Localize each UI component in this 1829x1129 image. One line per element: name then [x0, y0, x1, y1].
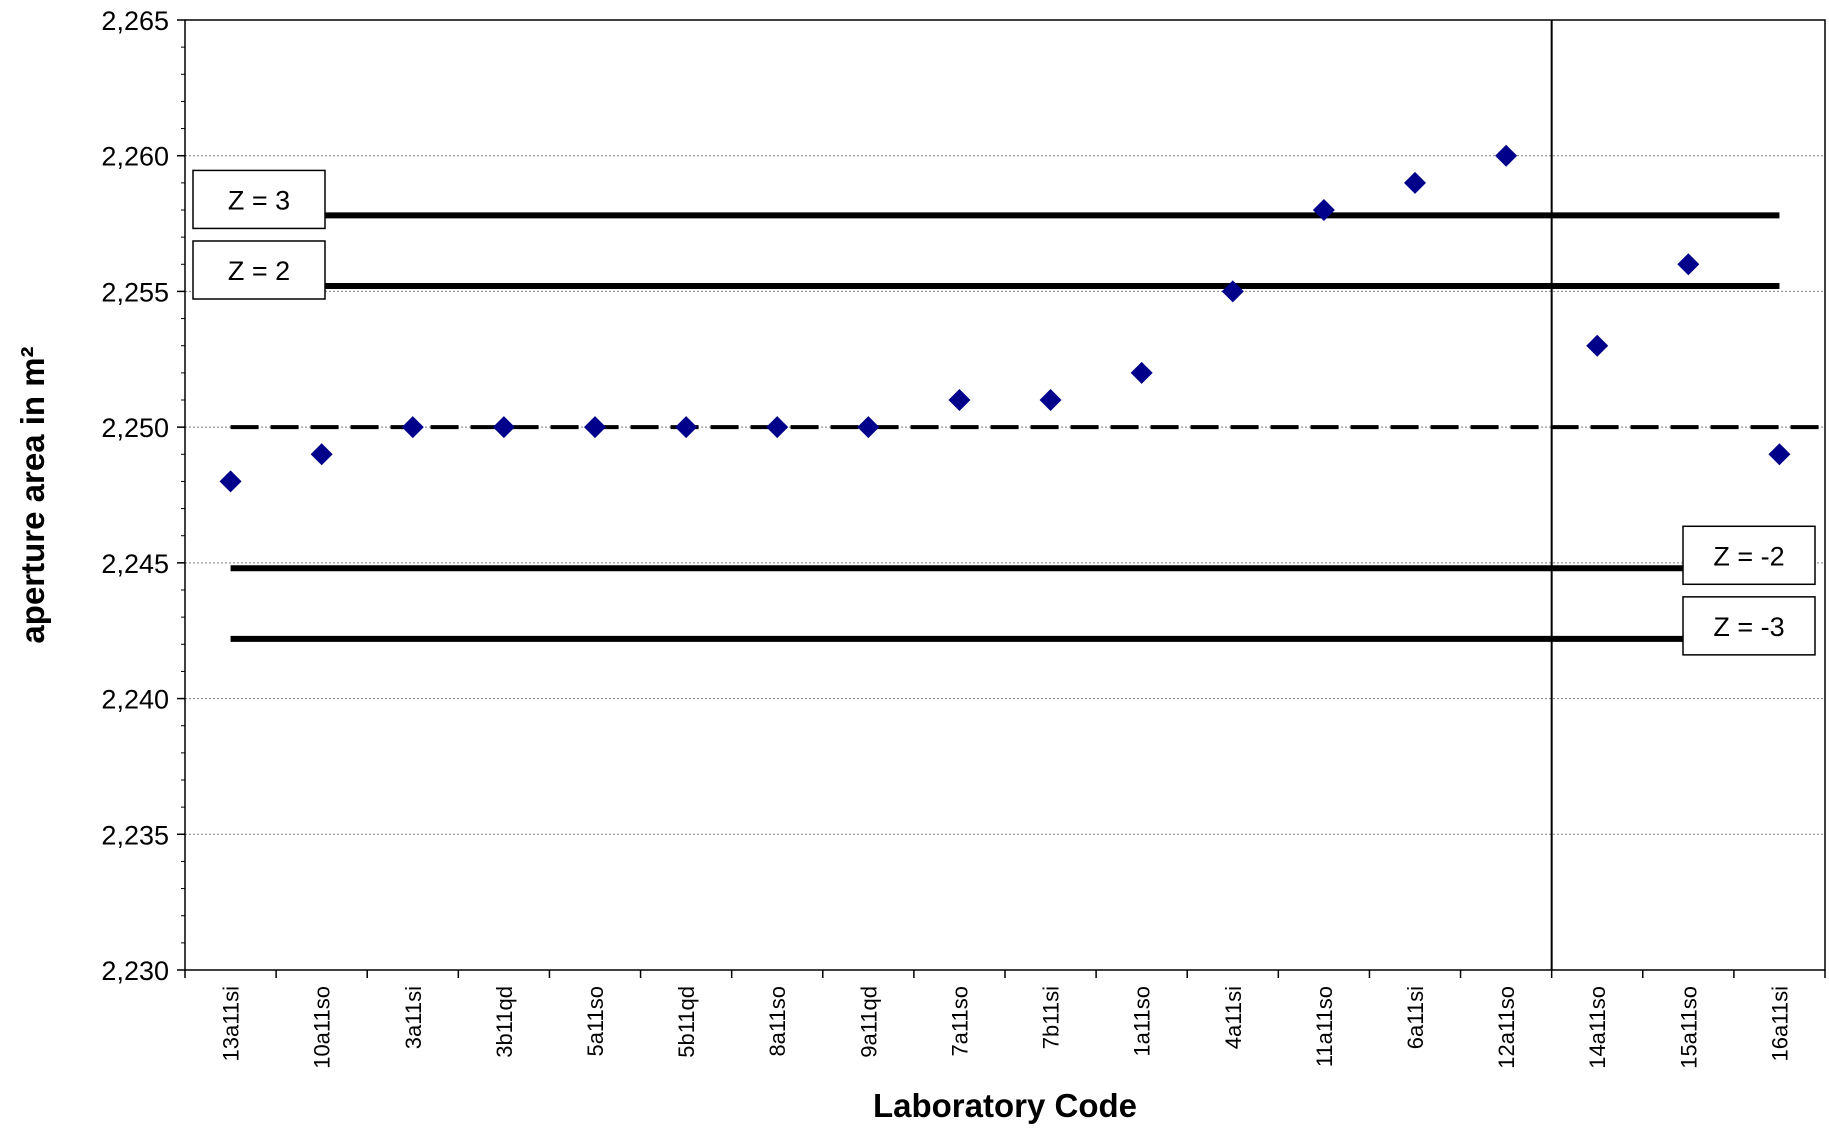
x-tick-label: 15a11so — [1676, 986, 1701, 1069]
grid-lines — [177, 19, 1825, 971]
z-label-box — [1682, 525, 1816, 586]
data-point — [948, 389, 971, 411]
data-point — [1586, 334, 1609, 357]
x-tick-label: 8a11so — [765, 986, 790, 1057]
z-label-box — [1682, 596, 1816, 656]
z-label: Z = -2 — [1713, 541, 1784, 571]
data-point — [584, 416, 606, 439]
x-tick-labels: 13a11si 10a11so 3a11si 3b11qd 5a11so 5b11qd 8a… — [184, 970, 1826, 1069]
z-score-labels: Z = 3 Z = 2 Z = -2 Z = -3 — [192, 169, 1816, 656]
y-tick-label: 2,260 — [101, 142, 169, 172]
data-point — [766, 416, 789, 439]
x-tick-label: 5b11qd — [674, 986, 699, 1058]
x-tick-label: 14a11so — [1585, 986, 1610, 1069]
x-tick-label: 13a11si — [219, 986, 244, 1061]
z-label-box — [192, 240, 326, 300]
x-tick-label: 4a11si — [1221, 986, 1246, 1049]
x-tick-label: 6a11si — [1403, 986, 1428, 1049]
data-point — [1039, 389, 1062, 411]
x-tick-label: 7a11so — [947, 986, 972, 1057]
data-point — [1404, 171, 1426, 194]
x-axis-title: Laboratory Code — [873, 1087, 1137, 1124]
data-point — [1677, 253, 1700, 276]
y-tick-label: 2,235 — [101, 820, 169, 850]
z-label: Z = 3 — [228, 185, 290, 215]
x-tick-label: 1a11so — [1130, 986, 1155, 1057]
data-point — [1130, 361, 1153, 384]
y-tick-label: 2,250 — [101, 413, 169, 443]
x-tick-label: 9a11qd — [856, 986, 881, 1058]
z-label: Z = -3 — [1713, 612, 1784, 642]
y-tick-labels: 2,230 2,235 2,240 2,245 2,250 2,255 2,260 2,265 — [101, 6, 169, 986]
y-tick-label: 2,265 — [101, 6, 169, 36]
y-axis-title: aperture area in m² — [14, 346, 51, 643]
x-tick-label: 5a11so — [583, 986, 608, 1057]
z-label-box — [192, 169, 326, 230]
data-point — [857, 416, 880, 439]
data-point — [1312, 199, 1335, 221]
x-tick-label: 10a11so — [310, 986, 335, 1069]
data-point — [1221, 280, 1244, 303]
data-point — [219, 470, 242, 493]
x-tick-label: 12a11so — [1494, 986, 1519, 1069]
y-tick-label: 2,245 — [101, 549, 169, 579]
data-point — [1768, 443, 1791, 466]
data-point — [310, 443, 333, 466]
x-tick-label: 3b11qd — [492, 986, 517, 1058]
data-point — [401, 416, 424, 439]
data-point — [492, 416, 515, 439]
x-tick-label: 7b11si — [1039, 986, 1064, 1049]
y-tick-label: 2,240 — [101, 685, 169, 715]
y-tick-label: 2,255 — [101, 277, 169, 307]
data-point — [675, 416, 698, 439]
reference-lines — [230, 20, 1820, 970]
y-tick-label: 2,230 — [101, 956, 169, 986]
x-tick-label: 11a11so — [1312, 986, 1337, 1067]
plot-area — [184, 19, 1826, 971]
data-points — [219, 144, 1791, 493]
x-tick-label: 3a11si — [401, 986, 426, 1049]
data-point — [1495, 144, 1518, 167]
x-tick-label: 16a11si — [1767, 986, 1792, 1061]
z-label: Z = 2 — [228, 256, 290, 286]
